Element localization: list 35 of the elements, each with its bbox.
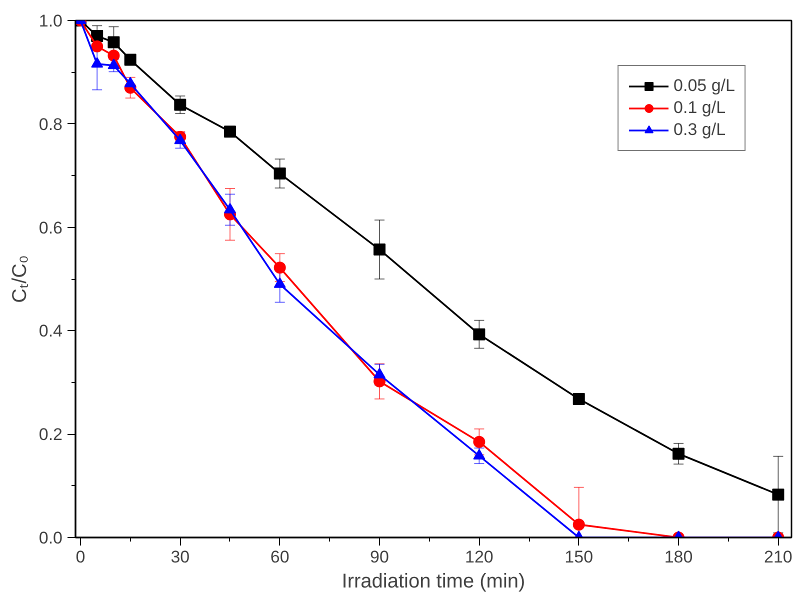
point bbox=[108, 50, 120, 62]
x-axis-title: Irradiation time (min) bbox=[342, 570, 526, 592]
y-tick-label: 0.8 bbox=[38, 114, 63, 134]
point bbox=[274, 262, 286, 274]
point bbox=[374, 368, 386, 378]
y-tick-label: 0.4 bbox=[38, 322, 63, 341]
x-tick-label: 30 bbox=[170, 548, 190, 566]
x-tick-label: 90 bbox=[370, 548, 389, 566]
legend-label: 0.05 g/L bbox=[674, 76, 735, 96]
point bbox=[124, 54, 136, 66]
x-tick-label: 180 bbox=[664, 548, 693, 566]
point bbox=[224, 202, 236, 214]
y-axis-title: Cₜ/C₀ bbox=[8, 255, 31, 303]
point bbox=[374, 244, 386, 256]
y-tick-label: 0.2 bbox=[38, 425, 63, 444]
point bbox=[174, 98, 186, 111]
legend-label: 0.1 g/L bbox=[674, 98, 726, 118]
y-tick-label: 0.6 bbox=[38, 218, 63, 238]
point bbox=[274, 168, 286, 180]
x-tick-label: 150 bbox=[564, 548, 594, 566]
point bbox=[91, 40, 104, 52]
x-tick-label: 0 bbox=[76, 548, 86, 566]
point bbox=[174, 134, 186, 144]
legend-label: 0.3 g/L bbox=[674, 120, 726, 140]
x-tick-label: 60 bbox=[270, 548, 290, 566]
point bbox=[473, 328, 486, 340]
x-tick-label: 210 bbox=[764, 548, 792, 566]
point bbox=[108, 36, 120, 48]
point bbox=[473, 448, 486, 460]
point bbox=[91, 30, 104, 42]
point bbox=[224, 126, 236, 138]
y-tick-label: 0.0 bbox=[38, 528, 63, 548]
x-tick-label: 120 bbox=[465, 548, 494, 566]
y-tick-label: 1.0 bbox=[38, 12, 63, 30]
point bbox=[274, 277, 286, 288]
